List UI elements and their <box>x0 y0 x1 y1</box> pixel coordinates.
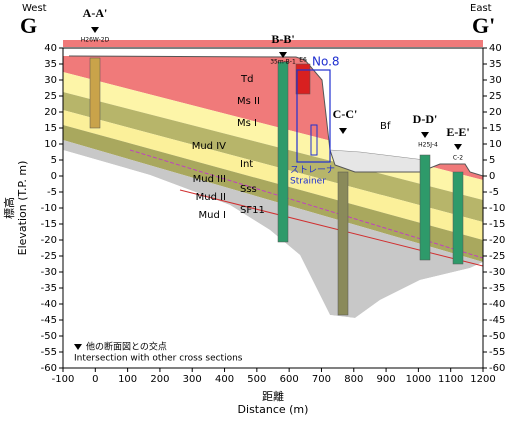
y-tick-label: 30 <box>489 75 502 86</box>
x-tick-label: 300 <box>183 374 202 385</box>
y-tick-label: -55 <box>41 347 57 358</box>
x-tick-label: 500 <box>247 374 266 385</box>
y-tick-label: -20 <box>489 235 505 246</box>
unit-label: SF11 <box>240 205 265 216</box>
unit-label: Ms II <box>237 96 260 107</box>
section-label: D-D' <box>413 112 438 126</box>
y-tick-label: 35 <box>44 59 57 70</box>
x-tick-label: 400 <box>215 374 234 385</box>
strainer-label: Strainer <box>290 177 326 187</box>
y-tick-label: -10 <box>41 203 57 214</box>
x-tick-label: 0 <box>92 374 98 385</box>
x-tick-label: 700 <box>312 374 331 385</box>
y-tick-label: 40 <box>489 43 502 54</box>
y-tick-label: 20 <box>489 107 502 118</box>
borehole-label: E6 <box>299 57 307 64</box>
borehole <box>338 172 348 315</box>
y-tick-label: 25 <box>44 91 57 102</box>
y-tick-label: -20 <box>41 235 57 246</box>
well-label: No.8 <box>312 55 340 69</box>
end-label: G <box>20 13 37 38</box>
x-tick-label: -100 <box>52 374 75 385</box>
section-label: C-C' <box>333 107 358 121</box>
x-tick-label: 1000 <box>406 374 431 385</box>
y-tick-label: 15 <box>44 123 57 134</box>
y-tick-label: -50 <box>41 331 57 342</box>
unit-label: Ms I <box>237 118 257 129</box>
borehole-label: H26W-2D <box>81 37 110 44</box>
y-axis-label: Elevation (T.P. m) <box>16 161 29 256</box>
section-label: A-A' <box>83 6 108 20</box>
geology <box>63 40 483 368</box>
unit-label: Mud I <box>199 210 226 221</box>
unit-label: Sss <box>240 184 257 195</box>
borehole-label: H25J-4 <box>418 142 438 149</box>
borehole <box>420 155 430 260</box>
y-tick-label: -60 <box>489 363 505 374</box>
y-tick-label: -60 <box>41 363 57 374</box>
x-tick-label: 900 <box>377 374 396 385</box>
y-tick-label: 10 <box>44 139 57 150</box>
legend-text: 他の断面図との交点 <box>86 341 167 353</box>
x-tick-label: 600 <box>280 374 299 385</box>
unit-label: Mud II <box>196 192 226 203</box>
y-tick-label: 5 <box>51 155 57 166</box>
y-tick-label: -40 <box>41 299 57 310</box>
borehole-label: 35m-B-1 <box>270 59 296 66</box>
x-tick-label: 200 <box>150 374 169 385</box>
y-tick-label: -35 <box>41 283 57 294</box>
borehole <box>278 62 288 242</box>
strainer-label: ストレーナ <box>290 165 335 176</box>
y-tick-label: 0 <box>51 171 57 182</box>
y-tick-label: -55 <box>489 347 505 358</box>
x-tick-label: 1200 <box>470 374 495 385</box>
x-axis-label: 距離 <box>262 389 284 403</box>
intersection-marker <box>91 27 99 33</box>
y-axis-label: 標高 <box>2 197 16 219</box>
x-tick-label: 800 <box>344 374 363 385</box>
unit-label: Mud IV <box>192 141 226 152</box>
unit-label: Mud III <box>193 174 226 185</box>
legend-text: Intersection with other cross sections <box>74 354 243 364</box>
y-tick-label: -45 <box>489 315 505 326</box>
y-tick-label: -25 <box>489 251 505 262</box>
y-tick-label: -35 <box>489 283 505 294</box>
unit-label: Int <box>240 159 253 170</box>
borehole-label: C-2 <box>453 155 463 162</box>
y-tick-label: 15 <box>489 123 502 134</box>
y-tick-label: -25 <box>41 251 57 262</box>
y-tick-label: 40 <box>44 43 57 54</box>
y-tick-label: 25 <box>489 91 502 102</box>
x-tick-label: 1100 <box>438 374 463 385</box>
y-tick-label: 20 <box>44 107 57 118</box>
y-tick-label: -40 <box>489 299 505 310</box>
y-tick-label: -50 <box>489 331 505 342</box>
y-tick-label: 10 <box>489 139 502 150</box>
x-axis-label: Distance (m) <box>238 403 309 416</box>
y-tick-label: 35 <box>489 59 502 70</box>
borehole <box>453 172 463 264</box>
chart: West East G G' A-A' B-B' C-C' D-D' E-E' … <box>0 0 505 418</box>
y-tick-label: -10 <box>489 203 505 214</box>
unit-label: Td <box>240 74 253 85</box>
y-tick-label: -30 <box>489 267 505 278</box>
y-tick-label: 30 <box>44 75 57 86</box>
y-tick-label: -30 <box>41 267 57 278</box>
end-label: G' <box>472 13 495 38</box>
y-tick-label: -5 <box>489 187 499 198</box>
section-label: E-E' <box>446 125 469 139</box>
fill-label: Bf <box>380 121 391 132</box>
borehole <box>90 58 100 128</box>
x-tick-label: 100 <box>118 374 137 385</box>
y-tick-label: -15 <box>489 219 505 230</box>
y-tick-label: -15 <box>41 219 57 230</box>
borehole <box>296 64 310 94</box>
y-tick-label: -45 <box>41 315 57 326</box>
y-tick-label: -5 <box>47 187 57 198</box>
section-label: B-B' <box>271 32 294 46</box>
y-tick-label: 0 <box>489 171 495 182</box>
y-tick-label: 5 <box>489 155 495 166</box>
